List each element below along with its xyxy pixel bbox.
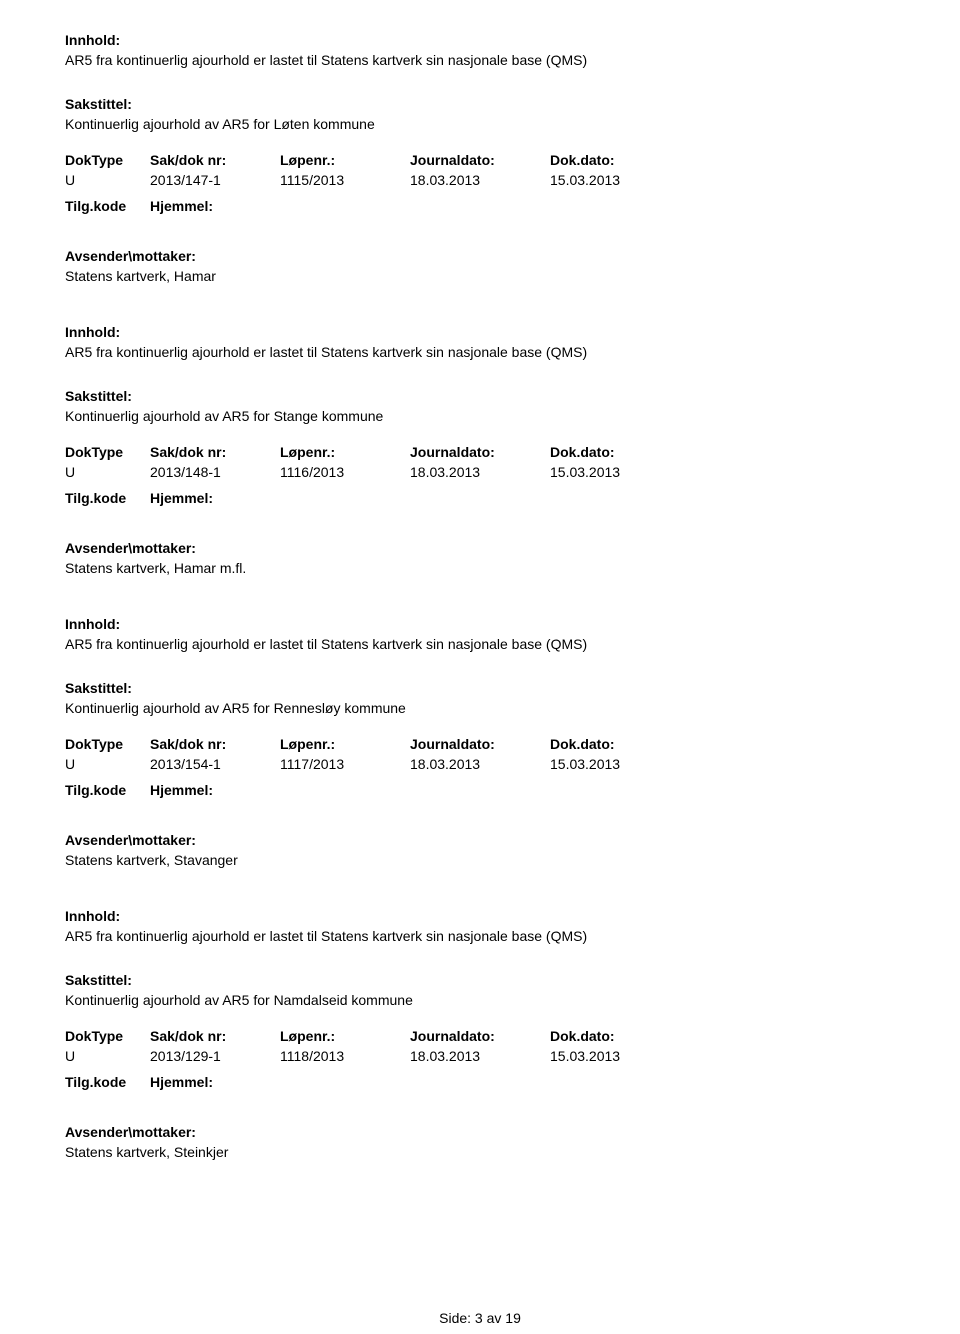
sakdoknr-header: Sak/dok nr: <box>150 1028 280 1044</box>
innhold-value: AR5 fra kontinuerlig ajourhold er lastet… <box>65 344 915 360</box>
data-value-row: U 2013/148-1 1116/2013 18.03.2013 15.03.… <box>65 464 915 480</box>
doktype-value: U <box>65 172 150 188</box>
sakdoknr-header: Sak/dok nr: <box>150 152 280 168</box>
dokdato-header: Dok.dato: <box>550 152 690 168</box>
sakstittel-value: Kontinuerlig ajourhold av AR5 for Rennes… <box>65 700 915 716</box>
dokdato-header: Dok.dato: <box>550 444 690 460</box>
sakdoknr-value: 2013/148-1 <box>150 464 280 480</box>
innhold-value: AR5 fra kontinuerlig ajourhold er lastet… <box>65 52 915 68</box>
lopenr-value: 1116/2013 <box>280 464 410 480</box>
record: Innhold: AR5 fra kontinuerlig ajourhold … <box>65 616 915 868</box>
lopenr-header: Løpenr.: <box>280 736 410 752</box>
avsender-label: Avsender\mottaker: <box>65 1124 915 1140</box>
journaldato-value: 18.03.2013 <box>410 172 550 188</box>
data-header-row: DokType Sak/dok nr: Løpenr.: Journaldato… <box>65 152 915 168</box>
lopenr-header: Løpenr.: <box>280 152 410 168</box>
doktype-value: U <box>65 1048 150 1064</box>
journaldato-value: 18.03.2013 <box>410 756 550 772</box>
lopenr-header: Løpenr.: <box>280 1028 410 1044</box>
sakstittel-label: Sakstittel: <box>65 680 915 696</box>
avsender-label: Avsender\mottaker: <box>65 248 915 264</box>
lopenr-value: 1117/2013 <box>280 756 410 772</box>
tilgkode-row: Tilg.kode Hjemmel: <box>65 198 915 214</box>
tilgkode-label: Tilg.kode <box>65 490 150 506</box>
hjemmel-label: Hjemmel: <box>150 782 280 798</box>
sakdoknr-value: 2013/154-1 <box>150 756 280 772</box>
journaldato-value: 18.03.2013 <box>410 1048 550 1064</box>
doktype-header: DokType <box>65 1028 150 1044</box>
sakstittel-value: Kontinuerlig ajourhold av AR5 for Løten … <box>65 116 915 132</box>
dokdato-header: Dok.dato: <box>550 1028 690 1044</box>
data-value-row: U 2013/129-1 1118/2013 18.03.2013 15.03.… <box>65 1048 915 1064</box>
tilgkode-row: Tilg.kode Hjemmel: <box>65 490 915 506</box>
sakstittel-label: Sakstittel: <box>65 972 915 988</box>
data-header-row: DokType Sak/dok nr: Løpenr.: Journaldato… <box>65 1028 915 1044</box>
hjemmel-label: Hjemmel: <box>150 198 280 214</box>
records-container: Innhold: AR5 fra kontinuerlig ajourhold … <box>65 32 915 1160</box>
journaldato-header: Journaldato: <box>410 444 550 460</box>
data-header-row: DokType Sak/dok nr: Løpenr.: Journaldato… <box>65 736 915 752</box>
lopenr-value: 1115/2013 <box>280 172 410 188</box>
dokdato-header: Dok.dato: <box>550 736 690 752</box>
dokdato-value: 15.03.2013 <box>550 172 690 188</box>
doktype-value: U <box>65 464 150 480</box>
record: Innhold: AR5 fra kontinuerlig ajourhold … <box>65 908 915 1160</box>
data-value-row: U 2013/147-1 1115/2013 18.03.2013 15.03.… <box>65 172 915 188</box>
dokdato-value: 15.03.2013 <box>550 1048 690 1064</box>
sakdoknr-value: 2013/147-1 <box>150 172 280 188</box>
sakstittel-label: Sakstittel: <box>65 388 915 404</box>
innhold-label: Innhold: <box>65 324 915 340</box>
avsender-label: Avsender\mottaker: <box>65 540 915 556</box>
avsender-value: Statens kartverk, Hamar m.fl. <box>65 560 915 576</box>
innhold-value: AR5 fra kontinuerlig ajourhold er lastet… <box>65 928 915 944</box>
dokdato-value: 15.03.2013 <box>550 756 690 772</box>
avsender-value: Statens kartverk, Hamar <box>65 268 915 284</box>
sakdoknr-header: Sak/dok nr: <box>150 736 280 752</box>
record: Innhold: AR5 fra kontinuerlig ajourhold … <box>65 324 915 576</box>
journaldato-value: 18.03.2013 <box>410 464 550 480</box>
innhold-label: Innhold: <box>65 908 915 924</box>
tilgkode-label: Tilg.kode <box>65 782 150 798</box>
hjemmel-label: Hjemmel: <box>150 490 280 506</box>
data-value-row: U 2013/154-1 1117/2013 18.03.2013 15.03.… <box>65 756 915 772</box>
doktype-header: DokType <box>65 736 150 752</box>
dokdato-value: 15.03.2013 <box>550 464 690 480</box>
page-footer: Side: 3 av 19 <box>0 1310 960 1326</box>
avsender-value: Statens kartverk, Steinkjer <box>65 1144 915 1160</box>
sakdoknr-header: Sak/dok nr: <box>150 444 280 460</box>
record: Innhold: AR5 fra kontinuerlig ajourhold … <box>65 32 915 284</box>
tilgkode-label: Tilg.kode <box>65 198 150 214</box>
innhold-label: Innhold: <box>65 616 915 632</box>
journaldato-header: Journaldato: <box>410 736 550 752</box>
doktype-header: DokType <box>65 444 150 460</box>
sakdoknr-value: 2013/129-1 <box>150 1048 280 1064</box>
journaldato-header: Journaldato: <box>410 152 550 168</box>
avsender-label: Avsender\mottaker: <box>65 832 915 848</box>
lopenr-value: 1118/2013 <box>280 1048 410 1064</box>
sakstittel-label: Sakstittel: <box>65 96 915 112</box>
avsender-value: Statens kartverk, Stavanger <box>65 852 915 868</box>
innhold-label: Innhold: <box>65 32 915 48</box>
tilgkode-row: Tilg.kode Hjemmel: <box>65 1074 915 1090</box>
lopenr-header: Løpenr.: <box>280 444 410 460</box>
tilgkode-label: Tilg.kode <box>65 1074 150 1090</box>
hjemmel-label: Hjemmel: <box>150 1074 280 1090</box>
sakstittel-value: Kontinuerlig ajourhold av AR5 for Stange… <box>65 408 915 424</box>
sakstittel-value: Kontinuerlig ajourhold av AR5 for Namdal… <box>65 992 915 1008</box>
doktype-header: DokType <box>65 152 150 168</box>
doktype-value: U <box>65 756 150 772</box>
journaldato-header: Journaldato: <box>410 1028 550 1044</box>
innhold-value: AR5 fra kontinuerlig ajourhold er lastet… <box>65 636 915 652</box>
data-header-row: DokType Sak/dok nr: Løpenr.: Journaldato… <box>65 444 915 460</box>
tilgkode-row: Tilg.kode Hjemmel: <box>65 782 915 798</box>
